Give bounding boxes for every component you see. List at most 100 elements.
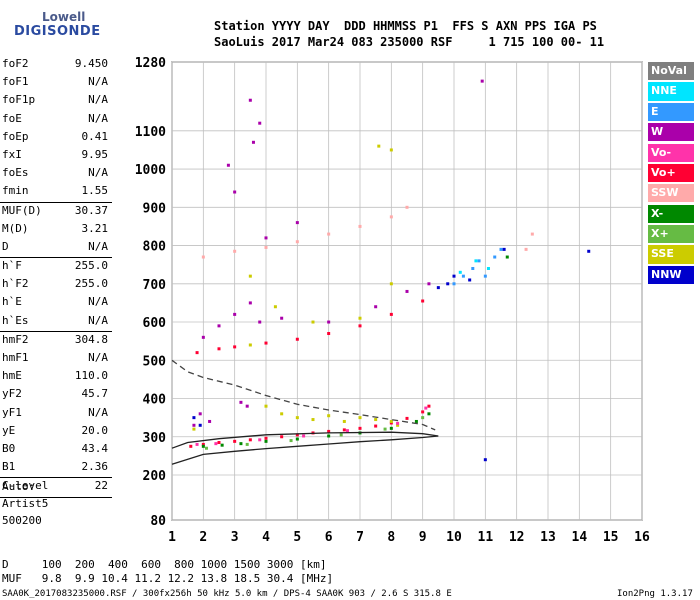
echo-point-w	[217, 324, 221, 328]
x-tick-label: 16	[634, 530, 650, 545]
echo-point-sse	[248, 343, 252, 347]
echo-point-w	[251, 140, 255, 144]
echo-point-vo-	[396, 421, 400, 425]
param-value: N/A	[88, 405, 108, 419]
x-tick-label: 12	[509, 530, 525, 545]
footer-version: Ion2Png 1.3.17	[617, 589, 693, 599]
echo-point-w	[248, 301, 252, 305]
param-value: N/A	[88, 351, 108, 364]
echo-point-w	[374, 305, 378, 309]
param-value: 255.0	[74, 277, 108, 291]
echo-point-vo-	[345, 429, 349, 433]
legend-item-vo-: Vo+	[648, 163, 694, 183]
echo-point-vo-	[233, 439, 237, 443]
echo-point-vo-	[427, 404, 431, 408]
echo-point-x-	[295, 437, 299, 441]
param-value: 110.0	[74, 369, 108, 383]
echo-point-x-	[383, 427, 387, 431]
echo-point-ssw	[264, 245, 268, 249]
echo-point-ssw	[295, 240, 299, 244]
param-row: MUF(D) 30.37	[0, 203, 112, 221]
echo-point-w	[208, 419, 212, 423]
echo-point-e	[477, 259, 481, 263]
param-name: hmE	[2, 369, 22, 383]
param-name: h`Es	[2, 313, 29, 327]
echo-point-sse	[295, 416, 299, 420]
echo-point-sse	[342, 419, 346, 423]
echo-point-e	[452, 282, 456, 286]
echo-point-x-	[245, 442, 249, 446]
header-line1: Station YYYY DAY DDD HHMMSS P1 FFS S AXN…	[214, 19, 597, 33]
echo-point-w	[258, 121, 262, 125]
echo-point-w	[280, 316, 284, 320]
echo-point-w	[245, 404, 249, 408]
echo-point-vo-	[258, 438, 262, 442]
echo-point-sse	[264, 404, 268, 408]
param-row: yF1 N/A	[0, 405, 112, 423]
param-name: C-level	[2, 479, 49, 493]
echo-point-x-	[339, 433, 343, 437]
param-row: hmF2 304.8	[0, 332, 112, 350]
echo-point-sse	[273, 305, 277, 309]
echo-point-w	[405, 289, 409, 293]
echo-point-sse	[389, 419, 393, 423]
param-value: 2.36	[81, 460, 109, 474]
param-value: 304.8	[74, 332, 108, 346]
header-line2: SaoLuis 2017 Mar24 083 235000 RSF 1 715 …	[214, 35, 605, 49]
echo-point-x-	[220, 443, 224, 447]
echo-point-w	[248, 98, 252, 102]
footer-info: SAA0K_2017083235000.RSF / 300fx256h 50 k…	[2, 589, 452, 599]
param-row: B0 43.4	[0, 441, 112, 459]
param-row: foF2 9.450	[0, 56, 112, 74]
logo-line1: Lowell	[42, 10, 86, 24]
x-tick-label: 5	[293, 530, 301, 545]
echo-point-vo-	[358, 426, 362, 430]
echo-point-ssw	[405, 205, 409, 209]
echo-point-w	[258, 320, 262, 324]
echo-point-vo-	[327, 332, 331, 336]
param-value: N/A	[88, 313, 108, 327]
echo-point-e	[499, 247, 503, 251]
legend-item-ssw: SSW	[648, 184, 694, 203]
echo-point-vo-	[264, 341, 268, 345]
echo-point-w	[239, 400, 243, 404]
param-row: foF1p N/A	[0, 92, 112, 110]
legend-item-vo-: Vo-	[648, 143, 694, 162]
y-tick-label: 80	[150, 514, 166, 529]
solid-trace-curve	[171, 431, 439, 465]
footer-muf-row: MUF 9.8 9.9 10.4 11.2 12.2 13.8 18.5 30.…	[2, 572, 334, 585]
echo-point-sse	[374, 418, 378, 422]
echo-point-vo-	[358, 324, 362, 328]
x-tick-label: 7	[356, 530, 364, 545]
x-tick-label: 1	[168, 530, 176, 545]
param-value: 9.95	[81, 147, 109, 161]
x-tick-label: 14	[572, 530, 588, 545]
param-row: h`F 255.0	[0, 258, 112, 276]
echo-point-sse	[396, 423, 400, 427]
echo-point-vo-	[302, 434, 306, 438]
echo-point-x-	[289, 439, 293, 443]
legend-item-nnw: NNW	[648, 265, 694, 284]
param-row: foEp 0.41	[0, 129, 112, 147]
echo-point-vo-	[189, 444, 193, 448]
param-name: h`F	[2, 259, 22, 273]
echo-point-w	[295, 221, 299, 225]
echo-point-w	[264, 236, 268, 240]
echo-point-nnw	[483, 458, 487, 462]
echo-point-nne	[458, 270, 462, 274]
echo-point-nnw	[468, 278, 472, 282]
echo-point-sse	[358, 416, 362, 420]
param-name: fmin	[2, 184, 29, 198]
echo-point-x-	[239, 442, 243, 446]
legend-item-e: E	[648, 102, 694, 121]
legend-item-x-: X-	[648, 204, 694, 223]
echo-point-vo-	[233, 345, 237, 349]
echo-point-ssw	[358, 224, 362, 228]
echo-point-vo-	[295, 433, 299, 437]
param-value: 3.21	[81, 221, 109, 235]
echo-point-ssw	[201, 255, 205, 259]
param-row: B1 2.36	[0, 459, 112, 479]
param-value: N/A	[88, 75, 108, 89]
legend-item-w: W	[648, 123, 694, 142]
param-value: 9.450	[74, 57, 108, 70]
